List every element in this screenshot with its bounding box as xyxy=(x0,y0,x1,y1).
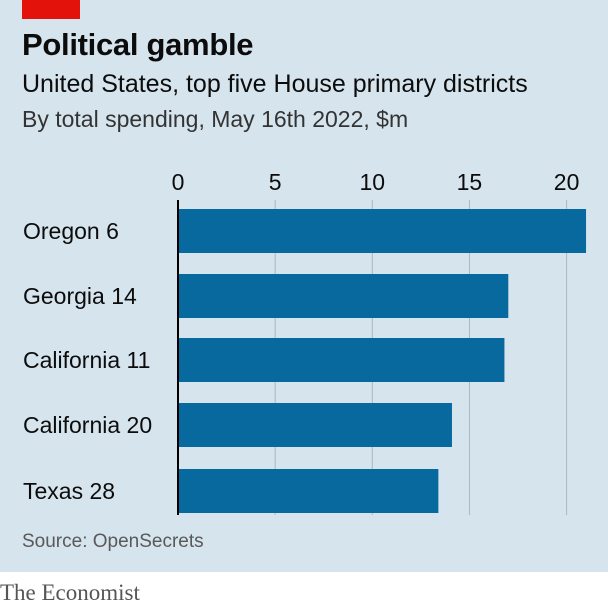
category-labels: Oregon 6 Georgia 14 California 11 Californi… xyxy=(23,218,152,504)
category-label-oregon-6: Oregon 6 xyxy=(23,218,119,244)
x-tick-label-5: 5 xyxy=(269,169,282,195)
bar-california-11 xyxy=(178,338,505,382)
publisher-logo: The Economist xyxy=(0,580,140,605)
chart-title: Political gamble xyxy=(22,27,254,62)
bar-oregon-6 xyxy=(178,209,587,253)
x-tick-label-0: 0 xyxy=(172,169,185,195)
x-tick-label-20: 20 xyxy=(554,169,580,195)
chart-subtitle: United States, top five House primary di… xyxy=(22,70,528,98)
category-label-california-11: California 11 xyxy=(23,347,150,373)
category-label-texas-28: Texas 28 xyxy=(23,478,115,504)
x-axis-ticks: 0 5 10 15 20 xyxy=(172,169,580,195)
source-note: Source: OpenSecrets xyxy=(22,531,204,552)
brand-red-tag xyxy=(22,0,80,19)
x-tick-label-10: 10 xyxy=(360,169,386,195)
category-label-georgia-14: Georgia 14 xyxy=(23,283,137,309)
bar-texas-28 xyxy=(178,469,439,513)
chart-panel: Political gamble United States, top five… xyxy=(0,0,608,572)
category-label-california-20: California 20 xyxy=(23,412,152,438)
bars xyxy=(178,209,587,513)
chart-note: By total spending, May 16th 2022, $m xyxy=(22,106,409,132)
bar-georgia-14 xyxy=(178,274,509,318)
x-tick-label-15: 15 xyxy=(457,169,483,195)
bar-california-20 xyxy=(178,403,452,447)
bar-chart: Oregon 6 Georgia 14 California 11 Californi… xyxy=(23,169,587,515)
